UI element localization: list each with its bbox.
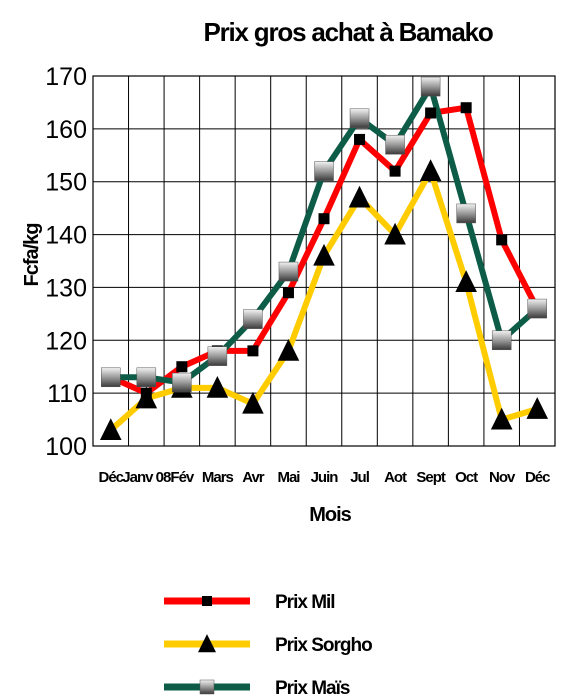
- series-point: [354, 133, 366, 145]
- series-point: [313, 243, 335, 266]
- x-tick-label: Mai: [277, 469, 300, 486]
- series-point: [389, 165, 401, 177]
- y-tick-label: 150: [45, 169, 87, 197]
- series-point: [242, 391, 264, 414]
- series-point: [384, 222, 406, 245]
- series-point: [314, 161, 334, 181]
- series-point: [206, 375, 229, 398]
- series-markers-2: [101, 76, 547, 393]
- series-point: [99, 418, 122, 441]
- y-tick-label: 160: [45, 116, 87, 144]
- series-point: [460, 102, 472, 114]
- series-point: [172, 372, 192, 393]
- legend-item-0: Prix Mil: [164, 592, 336, 613]
- series-point: [247, 345, 259, 357]
- x-axis-label: Mois: [309, 504, 351, 526]
- series-point: [136, 367, 157, 388]
- legend-label: Prix Mil: [275, 592, 335, 613]
- series-point: [243, 309, 263, 329]
- x-tick-label: Oct: [455, 469, 478, 486]
- series-point: [419, 159, 442, 182]
- y-tick-label: 100: [45, 433, 87, 461]
- x-tick-label: Aot: [384, 469, 407, 486]
- series-markers-1: [99, 159, 549, 441]
- y-tick-label: 170: [45, 63, 87, 91]
- series-point: [456, 203, 476, 224]
- y-axis-ticks: 100 110 120 130 140 150 160 170: [45, 63, 87, 461]
- plot-frame: [92, 75, 556, 447]
- y-tick-label: 110: [47, 380, 87, 408]
- x-tick-label: Sept: [416, 469, 446, 486]
- series-point: [277, 338, 300, 361]
- series-point: [278, 261, 299, 282]
- series-point: [385, 134, 405, 155]
- series-point: [490, 407, 513, 430]
- x-tick-label: Nov: [489, 469, 516, 486]
- series-point: [282, 287, 294, 299]
- series-point: [199, 679, 215, 695]
- series-point: [207, 346, 228, 366]
- series-point: [455, 270, 477, 293]
- series-point: [176, 361, 188, 373]
- series-group: [99, 76, 549, 441]
- legend-item-2: Prix Maïs: [164, 678, 351, 696]
- x-tick-label: Janv 08: [122, 469, 171, 486]
- x-tick-label: Déc: [525, 469, 550, 486]
- series-point: [349, 108, 370, 129]
- series-point: [527, 298, 547, 319]
- legend-label: Prix Sorgho: [275, 635, 372, 656]
- legend-item-1: Prix Sorgho: [164, 634, 373, 656]
- series-point: [491, 330, 512, 351]
- y-tick-label: 120: [45, 327, 87, 355]
- series-point: [198, 634, 216, 653]
- plot-grid: [92, 75, 556, 447]
- series-point: [101, 367, 121, 388]
- x-tick-label: Avr: [242, 469, 265, 486]
- series-point: [496, 234, 508, 246]
- series-point: [348, 185, 371, 208]
- x-tick-label: Fév: [170, 469, 195, 486]
- series-point: [135, 386, 158, 409]
- legend: Prix Mil Prix Sorgho Prix Maïs: [164, 592, 373, 696]
- series-point: [420, 76, 441, 97]
- chart-title: Prix gros achat à Bamako: [203, 17, 492, 47]
- x-axis-ticks: Déc Janv 08 Fév Mars Avr Mai Juin Jul Aot Sept Oct…: [99, 469, 552, 486]
- x-tick-label: Déc: [99, 469, 124, 486]
- series-point: [318, 213, 330, 225]
- x-tick-label: Juin: [311, 469, 339, 486]
- y-tick-label: 140: [45, 222, 87, 250]
- x-tick-label: Jul: [350, 469, 370, 486]
- x-tick-label: Mars: [202, 469, 234, 486]
- y-axis-label: Fcfa/kg: [21, 223, 43, 286]
- series-point: [425, 107, 437, 119]
- series-point: [202, 596, 212, 606]
- series-point: [526, 397, 549, 419]
- legend-label: Prix Maïs: [275, 678, 350, 696]
- y-tick-label: 130: [45, 274, 87, 302]
